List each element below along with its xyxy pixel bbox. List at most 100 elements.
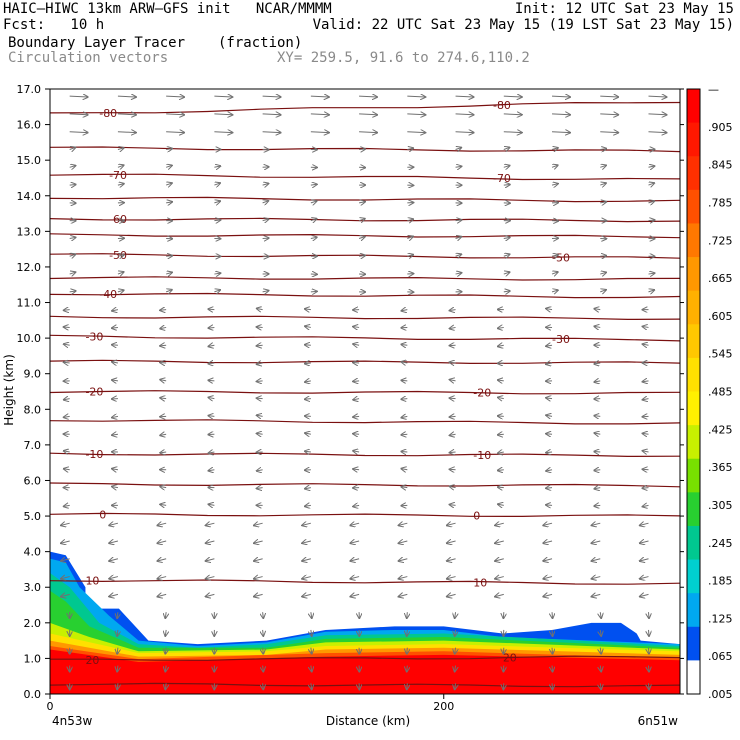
circulation-vector — [450, 398, 456, 399]
circulation-vector — [112, 469, 119, 470]
vector-label: Circulation vectors — [8, 50, 169, 66]
y-tick-label: 5.0 — [24, 510, 42, 523]
colorbar-label: .905 — [708, 121, 733, 134]
circulation-vector — [498, 327, 504, 328]
circulation-vector — [262, 132, 281, 133]
plot-frame — [49, 88, 681, 695]
circulation-vector — [64, 362, 70, 363]
circulation-vector — [407, 683, 408, 689]
contour-line — [50, 315, 680, 321]
circulation-vector — [117, 184, 124, 185]
circulation-vector — [503, 147, 510, 149]
contour-label: -80 — [99, 107, 117, 120]
circulation-vector — [254, 594, 263, 596]
circulation-vector — [401, 380, 408, 381]
circulation-vector — [263, 683, 264, 689]
circulation-vector — [594, 488, 601, 489]
circulation-vector — [69, 237, 76, 238]
y-axis-title: Height (km) — [2, 354, 16, 425]
circulation-vector — [455, 647, 456, 654]
y-tick-label: 1.0 — [24, 652, 42, 665]
y-tick-label: 14.0 — [17, 190, 42, 203]
contour-line — [50, 482, 680, 488]
circulation-vector — [311, 665, 312, 672]
circulation-vector — [262, 291, 269, 292]
circulation-vector — [208, 416, 215, 417]
circulation-vector — [455, 273, 462, 274]
circulation-vector — [447, 577, 456, 579]
circulation-vector — [353, 344, 360, 345]
circulation-vector — [450, 486, 456, 487]
circulation-vector — [165, 183, 172, 185]
circulation-vector — [640, 594, 649, 596]
colorbar-label: .785 — [708, 196, 733, 209]
circulation-vector — [495, 541, 504, 543]
circulation-vector — [551, 184, 558, 185]
contour-line — [50, 655, 680, 661]
x-tick-label: 0 — [47, 700, 54, 713]
circulation-vector — [592, 594, 601, 596]
circulation-vector — [455, 665, 456, 672]
colorbar-swatch — [687, 660, 700, 695]
circulation-vector — [546, 309, 553, 310]
forecast-hour: Fcst: 10 h — [3, 17, 105, 33]
circulation-vector — [450, 452, 456, 453]
x-axis-title: Distance (km) — [326, 714, 410, 728]
circulation-vector — [401, 362, 408, 363]
circulation-vector — [160, 327, 167, 328]
circulation-vector — [353, 469, 360, 470]
circulation-vector — [551, 148, 558, 150]
circulation-vector — [64, 344, 70, 345]
circulation-vector — [407, 219, 413, 220]
contour-label: 10 — [85, 574, 99, 587]
circulation-vector — [643, 505, 649, 506]
circulation-vector — [64, 399, 70, 400]
circulation-vector — [214, 114, 232, 115]
circulation-vector — [594, 433, 601, 434]
circulation-vector — [305, 363, 311, 364]
y-tick-label: 2.0 — [24, 617, 42, 630]
circulation-vector — [503, 184, 510, 185]
circulation-vector — [407, 255, 413, 257]
circulation-vector — [503, 114, 522, 115]
circulation-vector — [447, 541, 456, 543]
circulation-vector — [166, 114, 184, 115]
init-time: Init: 12 UTC Sat 23 May 15 — [514, 1, 734, 17]
circulation-vector — [552, 96, 570, 97]
circulation-vector — [263, 612, 264, 618]
circulation-vector — [643, 326, 649, 327]
circulation-vector — [600, 256, 606, 257]
field-units: (fraction) — [218, 35, 303, 51]
circulation-vector — [262, 114, 281, 115]
circulation-vector — [208, 309, 215, 310]
circulation-vector — [594, 451, 601, 452]
circulation-vector — [257, 433, 263, 434]
contour-label: -20 — [473, 387, 491, 400]
colorbar-label: .305 — [708, 499, 733, 512]
y-tick-label: 12.0 — [17, 261, 42, 274]
circulation-vector — [206, 559, 215, 561]
circulation-vector — [643, 451, 649, 452]
circulation-vector — [208, 327, 215, 328]
circulation-vector — [257, 488, 263, 489]
circulation-vector — [165, 290, 172, 292]
y-axis: 0.0 1.0 2.0 3.0 4.0 5.0 6.0 7.0 8.0 9.0 10.0 11.0 12… — [17, 83, 684, 701]
circulation-vector — [592, 541, 601, 543]
circulation-vector — [407, 647, 408, 654]
colorbar-label: — — [708, 83, 719, 96]
circulation-vector — [254, 577, 263, 579]
circulation-vector — [257, 381, 263, 382]
colorbar-label: .005 — [708, 688, 733, 701]
circulation-vector — [117, 612, 118, 618]
circulation-vector — [648, 183, 655, 185]
circulation-vector — [117, 629, 118, 636]
colorbar-swatch — [687, 257, 700, 292]
colorbar-label: .245 — [708, 537, 733, 550]
circulation-vector — [648, 132, 667, 133]
circulation-vector — [157, 594, 167, 596]
contour-label: -50 — [552, 251, 570, 264]
colorbar-label: .365 — [708, 461, 733, 474]
circulation-vector — [455, 683, 456, 689]
circulation-vector — [61, 541, 70, 543]
circulation-vector — [407, 665, 408, 672]
